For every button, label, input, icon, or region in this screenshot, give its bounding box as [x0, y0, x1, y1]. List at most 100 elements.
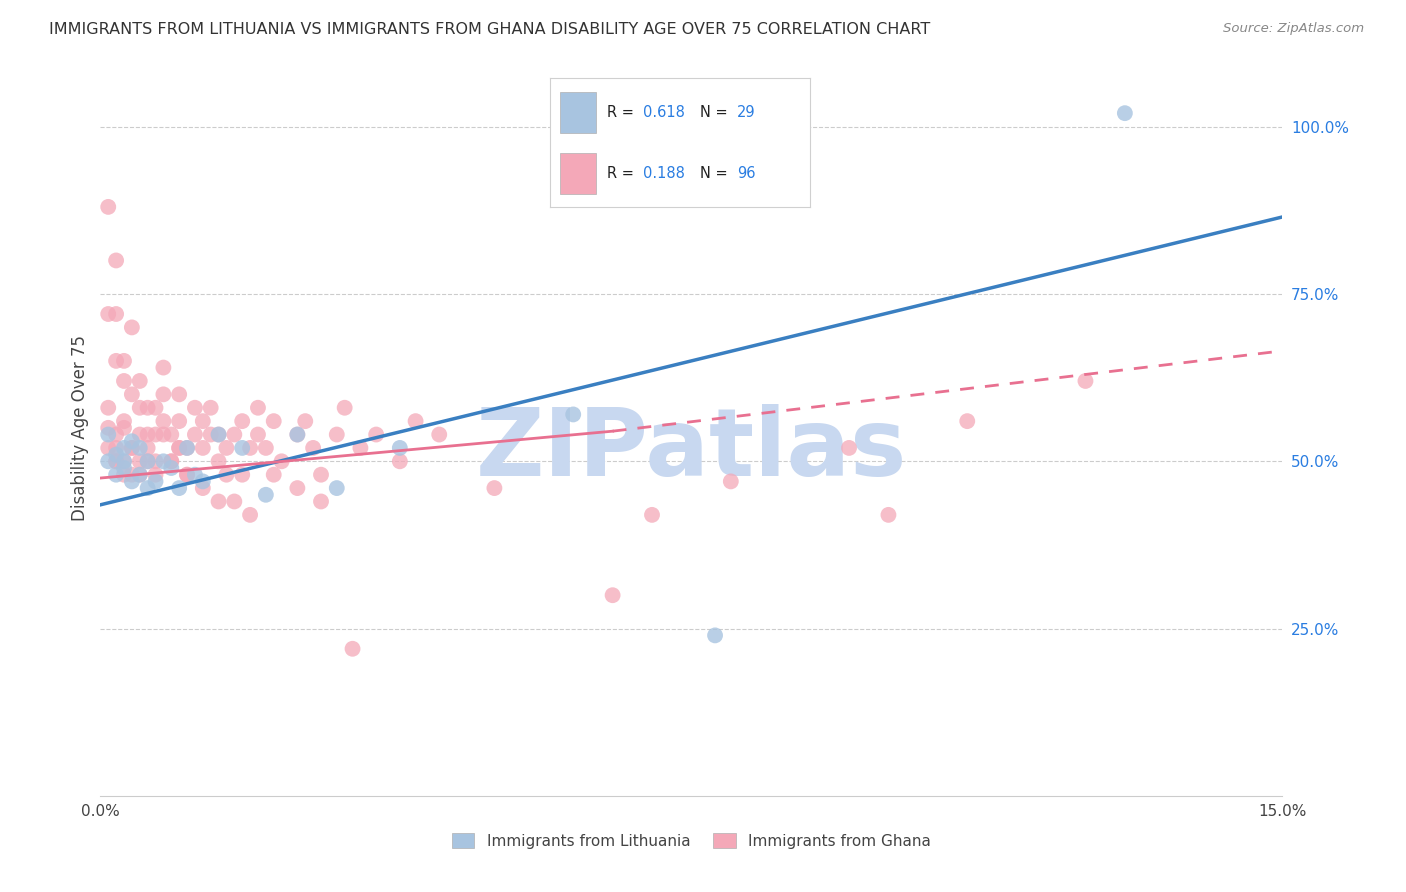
Point	[121, 320, 143, 334]
Point	[231, 441, 253, 455]
Point	[349, 441, 371, 455]
Point	[136, 441, 159, 455]
Point	[136, 454, 159, 468]
Point	[207, 454, 229, 468]
Point	[191, 414, 214, 428]
Point	[388, 454, 411, 468]
Point	[704, 628, 727, 642]
Point	[215, 441, 238, 455]
Point	[254, 441, 277, 455]
Point	[136, 427, 159, 442]
Point	[97, 200, 120, 214]
Point	[224, 427, 246, 442]
Point	[207, 494, 229, 508]
Point	[145, 454, 167, 468]
Point	[167, 481, 190, 495]
Point	[145, 467, 167, 482]
Point	[112, 441, 135, 455]
Text: IMMIGRANTS FROM LITHUANIA VS IMMIGRANTS FROM GHANA DISABILITY AGE OVER 75 CORREL: IMMIGRANTS FROM LITHUANIA VS IMMIGRANTS …	[49, 22, 931, 37]
Point	[105, 467, 128, 482]
Point	[167, 441, 190, 455]
Point	[97, 427, 120, 442]
Point	[200, 401, 222, 415]
Point	[562, 408, 585, 422]
Point	[246, 401, 269, 415]
Point	[877, 508, 900, 522]
Point	[215, 467, 238, 482]
Point	[128, 427, 150, 442]
Point	[121, 475, 143, 489]
Text: Source: ZipAtlas.com: Source: ZipAtlas.com	[1223, 22, 1364, 36]
Point	[184, 401, 207, 415]
Point	[112, 454, 135, 468]
Point	[207, 427, 229, 442]
Point	[239, 441, 262, 455]
Point	[105, 448, 128, 462]
Point	[160, 454, 183, 468]
Point	[263, 467, 285, 482]
Point	[263, 414, 285, 428]
Point	[287, 481, 309, 495]
Point	[388, 441, 411, 455]
Point	[231, 467, 253, 482]
Point	[956, 414, 979, 428]
Point	[128, 454, 150, 468]
Point	[191, 441, 214, 455]
Point	[838, 441, 860, 455]
Point	[160, 427, 183, 442]
Point	[128, 441, 150, 455]
Point	[224, 494, 246, 508]
Point	[254, 488, 277, 502]
Point	[121, 387, 143, 401]
Point	[342, 641, 364, 656]
Point	[176, 441, 198, 455]
Point	[105, 454, 128, 468]
Point	[121, 434, 143, 449]
Point	[112, 454, 135, 468]
Point	[121, 467, 143, 482]
Point	[152, 360, 174, 375]
Point	[167, 387, 190, 401]
Point	[176, 441, 198, 455]
Point	[160, 454, 183, 468]
Point	[152, 454, 174, 468]
Point	[366, 427, 388, 442]
Point	[105, 441, 128, 455]
Point	[309, 494, 332, 508]
Point	[97, 421, 120, 435]
Point	[309, 467, 332, 482]
Point	[184, 467, 207, 482]
Point	[167, 441, 190, 455]
Point	[246, 427, 269, 442]
Point	[184, 427, 207, 442]
Legend: Immigrants from Lithuania, Immigrants from Ghana: Immigrants from Lithuania, Immigrants fr…	[446, 827, 938, 855]
Point	[112, 467, 135, 482]
Point	[326, 481, 349, 495]
Point	[167, 414, 190, 428]
Point	[128, 467, 150, 482]
Point	[105, 307, 128, 321]
Point	[145, 401, 167, 415]
Point	[239, 508, 262, 522]
Point	[145, 475, 167, 489]
Point	[641, 508, 664, 522]
Point	[97, 307, 120, 321]
Point	[152, 414, 174, 428]
Point	[128, 374, 150, 388]
Point	[231, 414, 253, 428]
Point	[136, 454, 159, 468]
Point	[191, 481, 214, 495]
Point	[105, 253, 128, 268]
Point	[152, 387, 174, 401]
Point	[720, 475, 742, 489]
Point	[484, 481, 506, 495]
Point	[602, 588, 624, 602]
Point	[333, 401, 356, 415]
Point	[97, 454, 120, 468]
Point	[200, 427, 222, 442]
Point	[105, 427, 128, 442]
Point	[128, 467, 150, 482]
Point	[112, 414, 135, 428]
Point	[152, 427, 174, 442]
Point	[1074, 374, 1097, 388]
